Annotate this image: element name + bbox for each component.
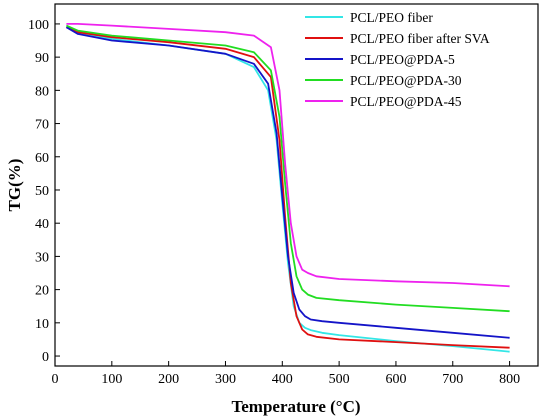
x-tick-label: 300 bbox=[215, 372, 236, 387]
y-tick-label: 20 bbox=[35, 284, 49, 299]
legend-label: PCL/PEO@PDA-30 bbox=[350, 73, 462, 88]
x-tick-label: 200 bbox=[158, 372, 179, 387]
y-tick-label: 90 bbox=[35, 51, 49, 66]
y-tick-label: 100 bbox=[28, 18, 49, 33]
x-tick-label: 400 bbox=[272, 372, 293, 387]
x-axis-title: Temperature (°C) bbox=[231, 397, 360, 416]
x-tick-label: 600 bbox=[385, 372, 406, 387]
series-line-5 bbox=[66, 22, 510, 288]
legend-label: PCL/PEO fiber bbox=[350, 10, 433, 25]
y-tick-label: 10 bbox=[35, 317, 49, 332]
y-tick-label: 50 bbox=[35, 184, 49, 199]
x-tick-label: 100 bbox=[101, 372, 122, 387]
y-tick-label: 60 bbox=[35, 151, 49, 166]
x-tick-label: 700 bbox=[442, 372, 463, 387]
x-tick-label: 800 bbox=[499, 372, 520, 387]
y-tick-label: 0 bbox=[42, 350, 49, 365]
x-axis: 0 100 200 300 400 500 600 700 800 bbox=[52, 361, 520, 387]
series-layer bbox=[65, 22, 510, 353]
legend-label: PCL/PEO@PDA-45 bbox=[350, 94, 462, 109]
y-tick-label: 30 bbox=[35, 250, 49, 265]
plot-frame bbox=[54, 3, 539, 367]
y-tick-label: 70 bbox=[35, 118, 49, 133]
y-tick-label: 40 bbox=[35, 217, 49, 232]
y-axis-title: TG(%) bbox=[5, 159, 24, 212]
legend-label: PCL/PEO@PDA-5 bbox=[350, 52, 455, 67]
series-line-3 bbox=[65, 26, 510, 339]
x-tick-label: 500 bbox=[329, 372, 350, 387]
y-tick-label: 80 bbox=[35, 84, 49, 99]
series-line-4 bbox=[66, 24, 510, 313]
legend-label: PCL/PEO fiber after SVA bbox=[350, 31, 490, 46]
legend: PCL/PEO fiber PCL/PEO fiber after SVA PCL/… bbox=[305, 10, 490, 109]
y-axis: 0 10 20 30 40 50 60 70 80 90 100 bbox=[28, 18, 60, 365]
x-tick-label: 0 bbox=[52, 372, 59, 387]
